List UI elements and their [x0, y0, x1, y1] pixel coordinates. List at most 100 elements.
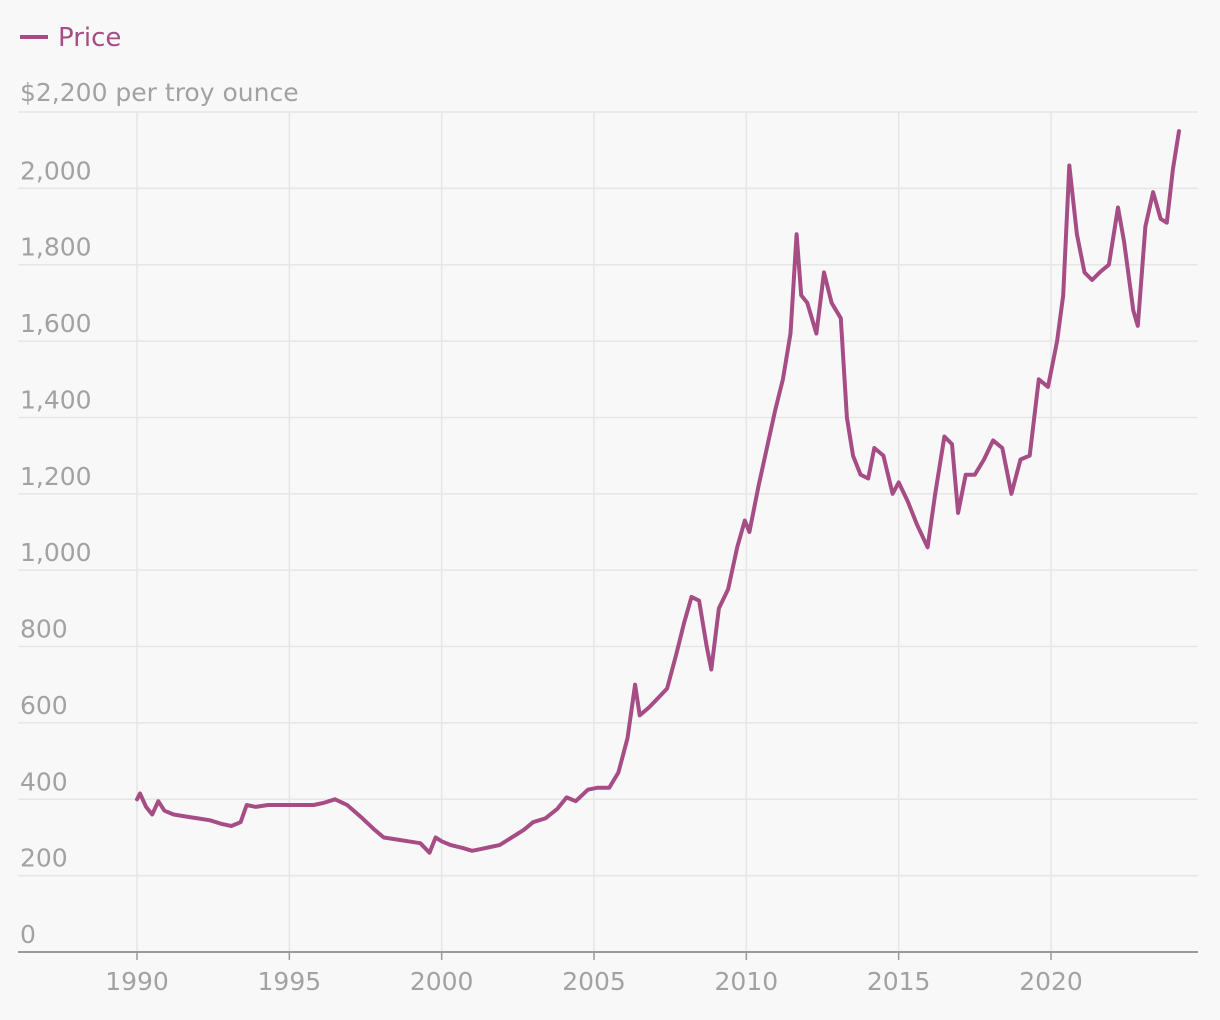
data-point-price	[221, 823, 224, 825]
data-point-price	[282, 804, 285, 806]
data-point-price	[882, 454, 885, 457]
data-point-price	[1108, 263, 1110, 266]
data-point-price	[795, 233, 798, 235]
data-point-price	[852, 454, 854, 457]
data-point-price	[748, 531, 751, 533]
data-point-price	[800, 294, 802, 297]
data-point-price	[419, 842, 422, 844]
data-point-price	[523, 829, 525, 831]
data-point-price	[1010, 493, 1013, 495]
data-point-price	[239, 821, 242, 823]
data-point-price	[983, 458, 985, 461]
data-point-price	[675, 653, 678, 655]
data-point-price	[395, 838, 397, 841]
data-point-price	[648, 706, 650, 709]
data-point-price	[1117, 206, 1119, 209]
data-point-price	[471, 850, 473, 852]
data-point-price	[1056, 340, 1058, 342]
series-layer	[135, 129, 1181, 855]
data-point-price	[840, 317, 842, 320]
data-point-price	[789, 332, 792, 335]
data-point-price	[897, 481, 900, 484]
data-point-price	[657, 697, 659, 699]
data-point-price	[136, 798, 138, 801]
data-point-price	[705, 645, 708, 648]
data-point-price	[383, 836, 385, 839]
data-point-price	[184, 815, 187, 818]
data-point-price	[245, 804, 248, 806]
legend-label-price: Price	[58, 23, 121, 53]
data-point-price	[1137, 325, 1139, 327]
data-point-price	[1062, 294, 1064, 297]
y-tick-label: 600	[20, 691, 68, 720]
x-tick-label: 1995	[258, 967, 322, 996]
x-axis-ticks: 1990 1995 2000 2005 2010 2015 2020	[105, 952, 1083, 996]
data-point-price	[434, 836, 437, 839]
data-point-price	[638, 714, 641, 717]
data-point-price	[1123, 241, 1125, 243]
data-point-price	[626, 737, 629, 739]
data-point-price	[139, 792, 141, 795]
data-point-price	[1001, 447, 1004, 449]
data-point-price	[407, 840, 410, 843]
y-tick-label: 2,000	[20, 156, 92, 185]
y-axis-ticks: 0 200 400 600 800 1,000 1,200 1,400 1,600 1,800 2,…	[20, 156, 92, 949]
data-point-price	[698, 599, 700, 602]
data-point-price	[346, 804, 349, 806]
data-point-price	[163, 809, 166, 812]
data-point-price	[510, 836, 513, 839]
data-point-price	[440, 840, 443, 843]
data-point-price	[450, 844, 452, 846]
data-point-price	[774, 409, 777, 411]
x-tick-label: 2005	[562, 967, 626, 996]
data-point-price	[608, 787, 610, 789]
data-point-price	[209, 819, 211, 822]
data-point-price	[666, 687, 668, 690]
x-tick-label: 2000	[410, 967, 474, 996]
data-point-price	[964, 473, 967, 476]
data-point-price	[1166, 221, 1168, 224]
data-point-price	[151, 813, 153, 816]
data-point-price	[766, 443, 769, 446]
data-point-price	[873, 447, 876, 449]
y-tick-label: 1,200	[20, 462, 92, 491]
data-point-price	[934, 493, 936, 495]
data-point-price	[974, 473, 976, 476]
data-point-price	[1019, 458, 1022, 461]
data-point-price	[1132, 309, 1135, 312]
data-point-price	[267, 804, 269, 806]
x-tick-label: 2020	[1019, 967, 1083, 996]
data-point-price	[727, 588, 729, 591]
data-point-price	[255, 806, 257, 808]
data-point-price	[916, 523, 918, 526]
x-tick-label: 2015	[867, 967, 931, 996]
data-point-price	[943, 435, 946, 438]
data-point-price	[891, 493, 894, 495]
data-point-price	[334, 798, 336, 801]
data-point-price	[462, 847, 464, 849]
data-point-price	[1091, 279, 1093, 281]
data-point-price	[744, 519, 746, 522]
y-tick-label: 1,400	[20, 385, 92, 414]
data-point-price	[992, 439, 994, 442]
data-point-price	[1159, 218, 1162, 220]
data-point-price	[1047, 386, 1049, 388]
data-point-price	[782, 378, 784, 381]
data-point-price	[957, 512, 959, 514]
series-line-price	[135, 129, 1181, 855]
y-axis-unit-label: $2,200 per troy ounce	[20, 78, 299, 107]
data-point-price	[1028, 454, 1031, 457]
data-point-price	[1144, 225, 1147, 228]
y-tick-label: 1,800	[20, 233, 92, 262]
data-point-price	[757, 485, 760, 488]
data-point-price	[489, 846, 492, 848]
data-point-price	[1038, 378, 1040, 381]
data-point-price	[710, 668, 713, 671]
data-point-price	[1083, 271, 1086, 274]
x-tick-label: 2010	[715, 967, 779, 996]
data-point-price	[428, 851, 431, 854]
data-point-price	[926, 546, 929, 549]
data-point-price	[596, 787, 598, 789]
y-tick-label: 800	[20, 615, 68, 644]
